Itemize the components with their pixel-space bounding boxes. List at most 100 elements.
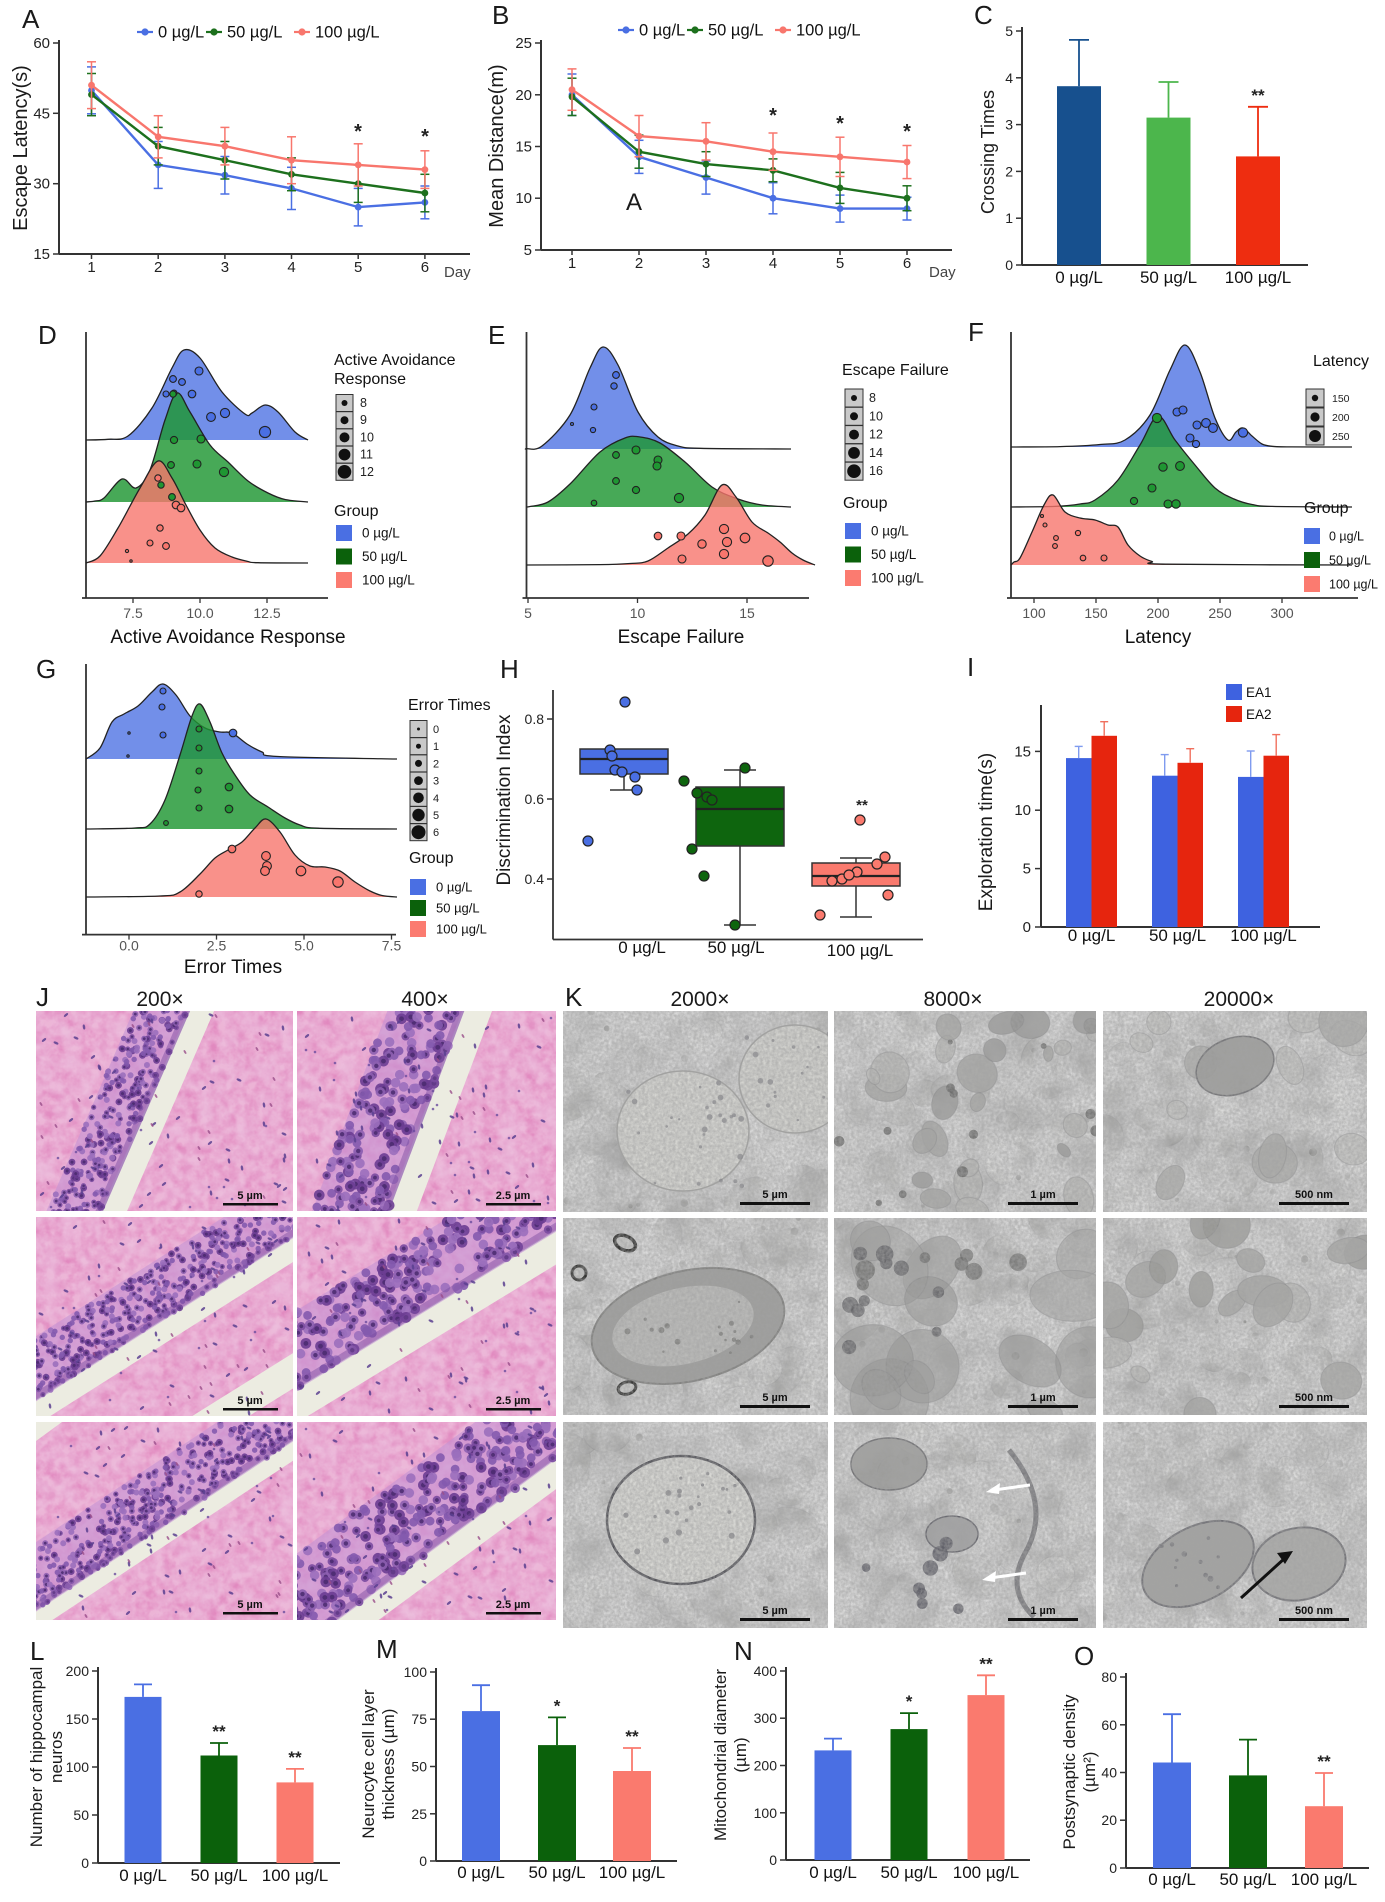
- svg-text:1: 1: [1005, 210, 1013, 226]
- svg-text:E: E: [488, 320, 505, 350]
- svg-text:50 µg/L: 50 µg/L: [1149, 926, 1206, 945]
- svg-text:14: 14: [869, 446, 883, 460]
- svg-text:7.5: 7.5: [123, 605, 143, 621]
- svg-text:250: 250: [1208, 605, 1232, 621]
- svg-text:5 µm: 5 µm: [762, 1605, 788, 1617]
- svg-text:3: 3: [1005, 117, 1013, 133]
- svg-text:0 µg/L: 0 µg/L: [871, 524, 909, 539]
- svg-text:0: 0: [769, 1852, 777, 1868]
- svg-text:**: **: [212, 1722, 226, 1741]
- svg-text:5: 5: [1023, 861, 1031, 878]
- svg-text:I: I: [967, 652, 974, 682]
- svg-text:10.0: 10.0: [186, 605, 213, 621]
- svg-text:Latency: Latency: [1125, 627, 1192, 648]
- svg-text:0.6: 0.6: [525, 791, 545, 807]
- svg-text:(µm²): (µm²): [1080, 1752, 1099, 1793]
- svg-text:8: 8: [360, 396, 367, 410]
- svg-text:1: 1: [568, 255, 576, 272]
- svg-text:16: 16: [869, 464, 883, 478]
- svg-text:100 µg/L: 100 µg/L: [436, 922, 487, 937]
- svg-text:20: 20: [515, 87, 532, 104]
- svg-text:Discrimination Index: Discrimination Index: [494, 714, 515, 886]
- svg-text:20: 20: [1101, 1812, 1117, 1828]
- svg-text:**: **: [856, 797, 868, 814]
- svg-text:300: 300: [1270, 605, 1294, 621]
- svg-text:2.5: 2.5: [207, 938, 227, 954]
- svg-text:50 µg/L: 50 µg/L: [528, 1863, 585, 1882]
- svg-text:L: L: [30, 1636, 44, 1666]
- svg-text:2.5 µm: 2.5 µm: [496, 1395, 531, 1407]
- svg-text:5: 5: [1005, 23, 1013, 39]
- svg-text:0 µg/L: 0 µg/L: [1148, 1870, 1196, 1889]
- svg-text:D: D: [38, 320, 57, 350]
- svg-text:0: 0: [419, 1853, 427, 1869]
- svg-text:3: 3: [702, 255, 710, 272]
- svg-text:200: 200: [66, 1663, 90, 1679]
- svg-text:100: 100: [1022, 605, 1046, 621]
- svg-text:500 nm: 500 nm: [1295, 1605, 1333, 1617]
- svg-text:*: *: [554, 1696, 561, 1715]
- svg-text:25: 25: [515, 35, 532, 52]
- svg-text:10: 10: [515, 190, 532, 207]
- svg-text:A: A: [626, 189, 642, 216]
- svg-text:Number of hippocampal: Number of hippocampal: [27, 1667, 46, 1847]
- svg-text:60: 60: [33, 35, 50, 52]
- svg-text:Active Avoidance: Active Avoidance: [334, 352, 456, 369]
- svg-text:11: 11: [360, 448, 373, 462]
- svg-text:50 µg/L: 50 µg/L: [1140, 268, 1197, 287]
- svg-text:0 µg/L: 0 µg/L: [158, 24, 204, 42]
- svg-text:10: 10: [630, 605, 646, 621]
- svg-text:60: 60: [1101, 1717, 1117, 1733]
- svg-text:5: 5: [836, 255, 844, 272]
- svg-text:5: 5: [433, 810, 439, 822]
- svg-text:B: B: [492, 0, 509, 30]
- svg-text:80: 80: [1101, 1669, 1117, 1685]
- svg-text:5.0: 5.0: [294, 938, 314, 954]
- svg-text:8: 8: [869, 391, 876, 405]
- svg-text:0 µg/L: 0 µg/L: [362, 526, 400, 541]
- svg-text:2.5 µm: 2.5 µm: [496, 1190, 531, 1202]
- svg-text:5: 5: [354, 259, 362, 276]
- svg-text:100 µg/L: 100 µg/L: [953, 1863, 1020, 1882]
- svg-text:100: 100: [404, 1664, 428, 1680]
- svg-text:C: C: [974, 0, 993, 30]
- svg-text:5 µm: 5 µm: [237, 1190, 263, 1202]
- svg-text:0: 0: [81, 1855, 89, 1871]
- svg-text:5 µm: 5 µm: [762, 1392, 788, 1404]
- svg-text:Response: Response: [334, 371, 406, 388]
- svg-text:*: *: [354, 121, 362, 143]
- svg-text:Error Times: Error Times: [184, 957, 282, 978]
- svg-text:F: F: [968, 317, 984, 347]
- svg-text:Group: Group: [334, 503, 379, 520]
- svg-text:20000×: 20000×: [1204, 988, 1275, 1011]
- svg-text:100 µg/L: 100 µg/L: [262, 1866, 329, 1885]
- svg-text:9: 9: [360, 413, 367, 427]
- svg-text:50 µg/L: 50 µg/L: [190, 1866, 247, 1885]
- svg-text:12.5: 12.5: [253, 605, 280, 621]
- svg-text:100 µg/L: 100 µg/L: [1225, 268, 1292, 287]
- svg-text:3: 3: [221, 259, 229, 276]
- svg-text:2.5 µm: 2.5 µm: [496, 1599, 531, 1611]
- svg-text:30: 30: [33, 176, 50, 193]
- svg-text:150: 150: [66, 1711, 90, 1727]
- svg-text:7.5: 7.5: [382, 938, 402, 954]
- svg-text:Escape Failure: Escape Failure: [618, 627, 745, 648]
- svg-text:0 µg/L: 0 µg/L: [1055, 268, 1103, 287]
- svg-text:1: 1: [87, 259, 95, 276]
- svg-text:0 µg/L: 0 µg/L: [639, 22, 685, 40]
- svg-text:100 µg/L: 100 µg/L: [1291, 1870, 1358, 1889]
- svg-text:100 µg/L: 100 µg/L: [871, 571, 924, 586]
- svg-text:50 µg/L: 50 µg/L: [880, 1863, 937, 1882]
- svg-text:**: **: [625, 1727, 639, 1746]
- svg-text:Exploration time(s): Exploration time(s): [976, 753, 997, 911]
- svg-text:O: O: [1074, 1641, 1094, 1671]
- svg-text:3: 3: [433, 776, 439, 788]
- svg-text:50 µg/L: 50 µg/L: [707, 938, 764, 957]
- svg-text:150: 150: [1084, 605, 1108, 621]
- svg-text:50 µg/L: 50 µg/L: [1329, 554, 1371, 568]
- svg-text:6: 6: [433, 827, 439, 839]
- svg-text:1 µm: 1 µm: [1030, 1392, 1056, 1404]
- svg-text:5: 5: [524, 605, 532, 621]
- svg-text:4: 4: [287, 259, 295, 276]
- svg-text:**: **: [288, 1748, 302, 1767]
